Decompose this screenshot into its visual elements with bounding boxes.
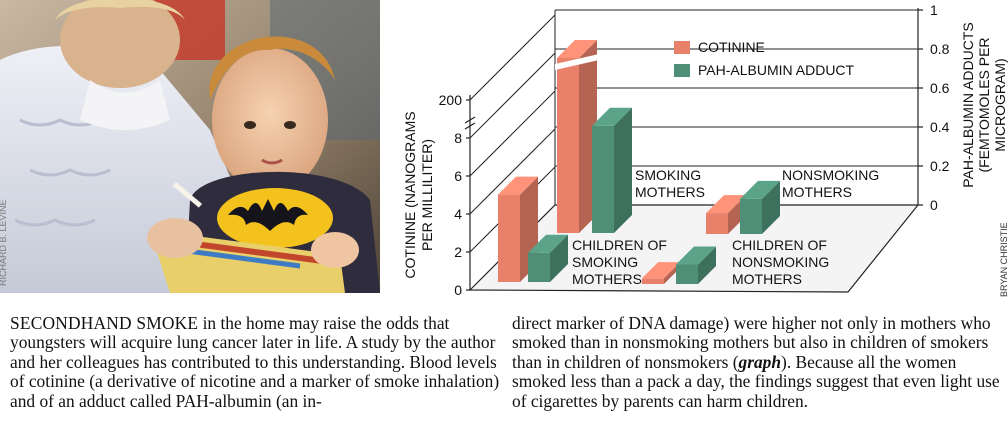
bar-pah-0-side [550, 234, 568, 282]
legend-swatch-0 [674, 41, 690, 54]
caption-left-column: SECONDHAND SMOKE in the home may raise t… [10, 313, 502, 411]
bar-pah-3-top [740, 180, 780, 199]
photo-mother-and-child [0, 0, 380, 293]
left-tick-label: 0 [454, 282, 462, 298]
left-gridline-depth [469, 90, 556, 177]
caption-right-text-a: direct marker of DNA damage) were higher… [512, 313, 991, 372]
bar-cotinine-1-front [557, 58, 579, 233]
photo-illustration [0, 0, 380, 293]
right-tick-label: 0.6 [930, 80, 950, 96]
right-tick-label: 1 [930, 2, 938, 18]
left-axis-break [464, 116, 476, 130]
bar-pah-1-front [592, 125, 614, 233]
cotinine-pah-chart: 0 2 4 6 8 200 0 0.2 0.4 0.6 0.8 1 COTININE (NANOGRAM… [380, 0, 1008, 300]
caption-right-column: direct marker of DNA damage) were higher… [512, 313, 1004, 411]
bar-cotinine-2-top [642, 262, 681, 279]
right-axis-title: MICROGRAM) [992, 58, 1008, 151]
category-label: MOTHERS [782, 184, 852, 200]
bar-pah-0-top [528, 234, 568, 253]
chart-svg: 0 2 4 6 8 200 0 0.2 0.4 0.6 0.8 1 COTININE (NANOGRAM… [402, 2, 1008, 298]
left-tick-label: 6 [454, 168, 462, 184]
legend-swatch-1 [674, 64, 690, 77]
bar-pah-3-side [762, 180, 780, 234]
photo-credit: RICHARD B. LEVINE [0, 199, 8, 286]
left-tick-label: 4 [454, 206, 462, 222]
bar-pah-0-front [528, 252, 550, 282]
bar-pah-3-front [740, 198, 762, 234]
left-axis-title: PER MILLILITER) [419, 139, 435, 251]
bar-cotinine-2-front [642, 278, 664, 284]
category-label: NONSMOKING [782, 167, 879, 183]
bar-cotinine-1-top [557, 40, 597, 58]
left-gridline-depth [469, 14, 556, 101]
left-tick-label: 200 [439, 92, 463, 108]
caption-left-text: in the home may raise the odds that youn… [10, 313, 500, 411]
category-label: SMOKING [635, 167, 701, 183]
bar-cotinine-3-top [706, 195, 746, 214]
bar-pah-1-side [614, 107, 632, 233]
category-label: CHILDREN OF [732, 237, 827, 253]
category-label: MOTHERS [732, 271, 802, 287]
bar-pah-2-side [698, 246, 716, 284]
bar-pah-2-front [676, 264, 698, 284]
right-tick-label: 0 [930, 197, 938, 213]
left-tick-label: 2 [454, 244, 462, 260]
chart-credit: BRYAN CHRISTIE [999, 222, 1008, 297]
bar-cotinine-3-front [706, 213, 728, 234]
left-axis-title: COTININE (NANOGRAMS [402, 111, 418, 278]
right-tick-label: 0.2 [930, 158, 950, 174]
category-label: SMOKING [572, 254, 638, 270]
bar-pah-1-top [592, 107, 632, 126]
right-tick-label: 0.8 [930, 41, 950, 57]
left-gridline-depth [469, 128, 556, 215]
left-tick-label: 8 [454, 130, 462, 146]
bar-cotinine-0-top [498, 176, 538, 195]
category-label: MOTHERS [572, 271, 642, 287]
legend-label: PAH-ALBUMIN ADDUCT [698, 62, 855, 78]
right-tick-label: 0.4 [930, 119, 950, 135]
bar-cotinine-0-front [498, 194, 520, 282]
caption-right-text-b: ). Because all the women smoked less tha… [512, 351, 1000, 411]
right-axis-title: (FEMTOMOLES PER [976, 37, 992, 172]
bar-pah-2-top [676, 246, 716, 265]
category-label: MOTHERS [635, 184, 705, 200]
right-axis-title: PAH-ALBUMIN ADDUCTS [960, 22, 976, 187]
category-label: CHILDREN OF [572, 237, 667, 253]
category-label: NONSMOKING [732, 254, 829, 270]
caption-lead: SECONDHAND SMOKE [10, 313, 199, 333]
bar-break-gap [555, 54, 599, 70]
caption-graph-reference: graph [738, 351, 782, 372]
legend-label: COTININE [698, 39, 765, 55]
left-gridline-depth [469, 52, 556, 139]
